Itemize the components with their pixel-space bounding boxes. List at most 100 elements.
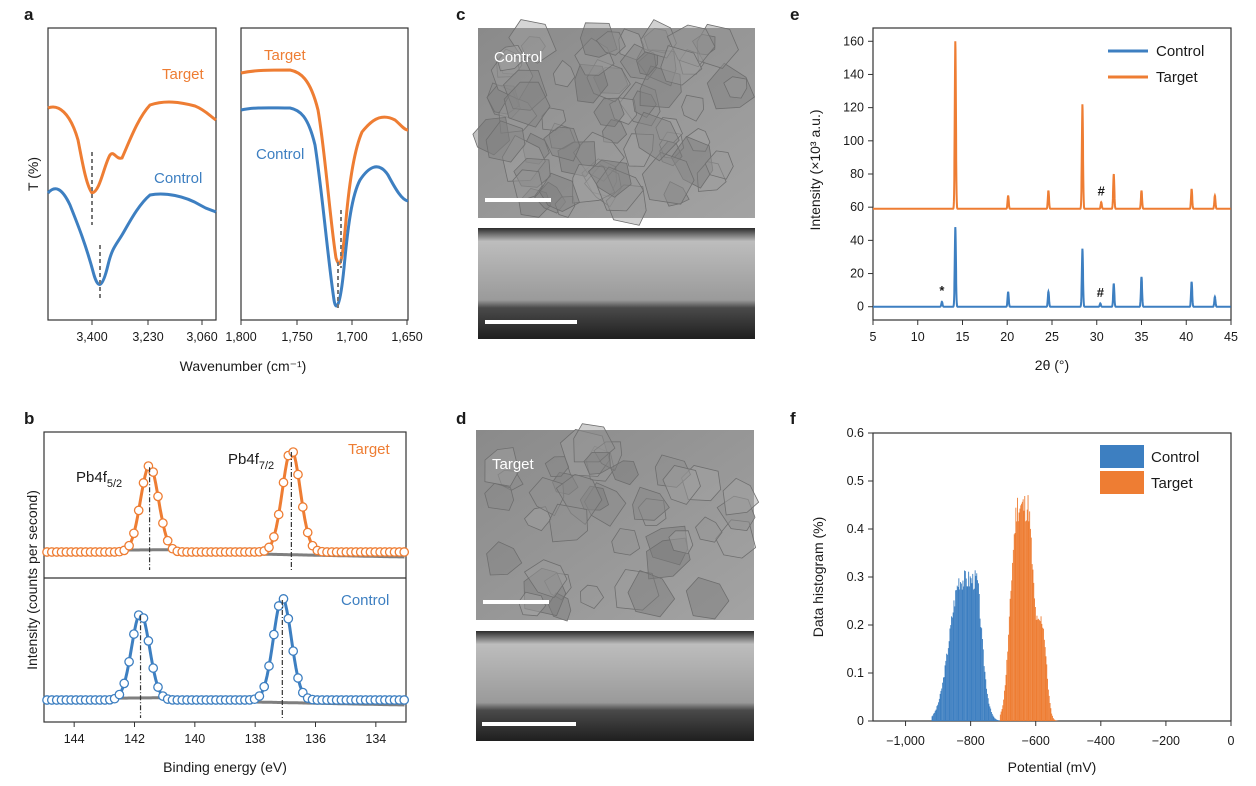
point-target-19 bbox=[135, 506, 143, 514]
panel-label-a: a bbox=[24, 5, 34, 24]
point-control-50 bbox=[284, 615, 292, 623]
bar-f-target bbox=[1008, 635, 1009, 721]
series-control-right bbox=[241, 108, 408, 306]
bar-f-control bbox=[988, 698, 989, 721]
bar-f-target bbox=[1020, 505, 1021, 721]
bar-f-target bbox=[1001, 712, 1002, 721]
point-control-23 bbox=[154, 683, 162, 691]
bar-f-target bbox=[1016, 521, 1017, 721]
bar-f-control bbox=[948, 648, 949, 721]
tick-label-e-y-140: 140 bbox=[843, 67, 864, 81]
point-target-24 bbox=[159, 519, 167, 527]
chart-b-ylabel: Intensity (counts per second) bbox=[24, 490, 40, 670]
bar-f-control bbox=[954, 600, 955, 721]
point-control-52 bbox=[294, 674, 302, 682]
bar-f-target bbox=[1047, 679, 1048, 721]
tick-label-f-x-2: −600 bbox=[1022, 734, 1050, 748]
tick-label-a-1650: 1,650 bbox=[391, 330, 422, 344]
bar-f-control bbox=[987, 694, 988, 721]
tick-label-a-3230: 3,230 bbox=[132, 330, 163, 344]
bar-f-control bbox=[998, 721, 999, 722]
bar-f-target bbox=[1028, 521, 1029, 721]
legend-f-control-swatch bbox=[1100, 445, 1144, 468]
bar-f-control bbox=[958, 578, 959, 721]
bar-f-target bbox=[1011, 591, 1012, 721]
bar-f-control bbox=[981, 628, 982, 721]
bar-f-control bbox=[971, 578, 972, 721]
tick-label-e-y-20: 20 bbox=[850, 267, 864, 281]
bar-f-control bbox=[989, 706, 990, 721]
point-control-51 bbox=[289, 647, 297, 655]
tick-label-e-x-25: 25 bbox=[1045, 330, 1059, 344]
bar-f-control bbox=[989, 704, 990, 721]
bar-f-target bbox=[1007, 652, 1008, 721]
point-target-49 bbox=[279, 478, 287, 486]
point-control-49 bbox=[279, 595, 287, 603]
tick-label-b-144: 144 bbox=[64, 732, 85, 746]
label-control-a: Control bbox=[154, 170, 202, 187]
bar-f-control bbox=[996, 719, 997, 721]
scale-bar-c-cross bbox=[485, 320, 577, 324]
bar-f-control bbox=[941, 689, 942, 722]
bar-f-target bbox=[1018, 521, 1019, 721]
bar-f-control bbox=[998, 720, 999, 721]
panel-label-d: d bbox=[456, 409, 466, 428]
scale-bar-c-top bbox=[485, 198, 551, 202]
bar-f-target bbox=[1031, 538, 1032, 721]
point-control-18 bbox=[130, 630, 138, 638]
tick-label-a-1800: 1,800 bbox=[225, 330, 256, 344]
bar-f-target bbox=[1014, 534, 1015, 721]
tick-label-a-1750: 1,750 bbox=[281, 330, 312, 344]
bar-f-control bbox=[976, 576, 977, 721]
bar-f-control bbox=[986, 689, 987, 721]
bar-f-control bbox=[985, 679, 986, 721]
bar-f-control bbox=[970, 576, 971, 721]
bar-f-target bbox=[1041, 616, 1042, 721]
bar-f-control bbox=[990, 709, 991, 721]
bar-f-target bbox=[1044, 640, 1045, 721]
point-target-18 bbox=[130, 529, 138, 537]
point-target-23 bbox=[154, 492, 162, 500]
bar-f-control bbox=[955, 590, 956, 721]
chart-e-ylabel: Intensity (×10³ a.u.) bbox=[807, 109, 823, 230]
bar-f-target bbox=[1029, 511, 1030, 721]
chart-a: Target Control Target Control T (%) 3,40… bbox=[25, 28, 423, 374]
chart-b-control-plot bbox=[43, 595, 409, 718]
bar-f-target bbox=[1043, 629, 1044, 721]
tick-a-l2: 3,060 bbox=[186, 320, 217, 344]
point-target-46 bbox=[265, 543, 273, 551]
bar-f-target bbox=[1000, 715, 1001, 721]
chart-b-xlabel: Binding energy (eV) bbox=[163, 759, 287, 775]
bar-f-control bbox=[982, 639, 983, 721]
tick-label-f-x-3: −400 bbox=[1087, 734, 1115, 748]
legend-e-target-label: Target bbox=[1156, 69, 1199, 86]
bar-f-control bbox=[993, 716, 994, 721]
bar-f-control bbox=[960, 582, 961, 721]
bar-f-control bbox=[949, 641, 950, 721]
bar-f-control bbox=[968, 572, 969, 721]
bar-f-control bbox=[932, 716, 933, 721]
bar-f-target bbox=[1028, 495, 1029, 721]
bar-f-target bbox=[1045, 647, 1046, 721]
bar-f-control bbox=[963, 581, 964, 721]
series-e-target bbox=[873, 41, 1231, 209]
scale-bar-d-top bbox=[483, 600, 549, 604]
tick-a-r1: 1,750 bbox=[281, 320, 312, 344]
point-target-54 bbox=[304, 528, 312, 536]
legend-f-control-label: Control bbox=[1151, 449, 1199, 466]
point-control-47 bbox=[270, 630, 278, 638]
bar-f-target bbox=[1015, 533, 1016, 721]
series-e-control bbox=[873, 227, 1231, 307]
point-control-17 bbox=[125, 658, 133, 666]
bar-f-target bbox=[1021, 504, 1022, 721]
label-target-a: Target bbox=[162, 66, 205, 83]
peak-label-pb4f-52-main: Pb4f bbox=[76, 469, 108, 486]
chart-b: Pb4f5/2 Pb4f7/2 Target Control Intensity… bbox=[24, 432, 408, 775]
bar-f-target bbox=[1033, 583, 1034, 721]
bar-f-control bbox=[967, 586, 968, 721]
bar-f-target bbox=[1013, 550, 1014, 721]
bar-f-control bbox=[980, 619, 981, 721]
panel-label-f: f bbox=[790, 409, 796, 428]
bar-f-target bbox=[1024, 511, 1025, 721]
